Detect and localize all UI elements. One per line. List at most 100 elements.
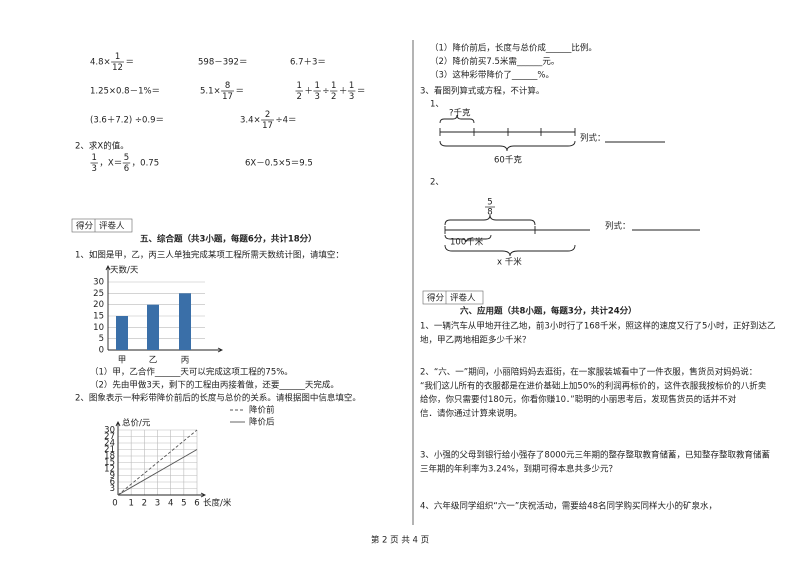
- numerator: 5: [487, 198, 492, 208]
- legend-label: 降价前: [249, 405, 275, 416]
- grader-label: 评卷人: [450, 293, 476, 304]
- series-line: [117, 429, 198, 496]
- diagram-2: [444, 214, 700, 257]
- problem-text: 三年期的年利率为3.24%，到期可得本息共多少元？: [420, 463, 617, 474]
- diagram-1: [439, 114, 665, 152]
- problem-text: 1、一辆汽车从甲地开往乙地，前3小时行了168千米，照这样的速度又行了5小时，正…: [420, 321, 775, 332]
- brace: [444, 234, 492, 243]
- numerator: 1: [92, 153, 97, 163]
- question-text: 1、如图是甲，乙，丙三人单独完成某项工程所需天数统计图，请填空：: [75, 250, 344, 261]
- axis: [115, 420, 207, 498]
- numerator: 1: [297, 81, 302, 91]
- numerator: 8: [225, 81, 230, 91]
- y-tick-label: 24: [104, 439, 115, 449]
- x-tick-label: 甲: [118, 356, 127, 366]
- section-heading: 六、应用题（共8小题，每题3分，共计24分）: [460, 306, 637, 317]
- y-tick-label: 10: [93, 323, 104, 333]
- expression-text: 1.25×0.8－1%＝: [90, 87, 160, 97]
- y-axis-label: 总价/元: [122, 418, 151, 429]
- blank-question: （1）甲，乙合作______天可以完成这项工程的75%。: [90, 367, 293, 378]
- expression-text: ，X＝: [99, 159, 122, 169]
- grader-label: 评卷人: [99, 221, 125, 232]
- denominator: 12: [112, 63, 123, 73]
- diagram-label: 60千克: [494, 155, 522, 166]
- x-tick-label: 0: [112, 499, 117, 509]
- axis: [105, 264, 224, 353]
- y-tick-label: 21: [104, 445, 115, 455]
- problem-text: 2、“六、一”期间，小丽陪妈妈去逛街，在一家服装城看中了一件衣服，售货员对妈妈说…: [420, 367, 757, 378]
- expression-text: 6X－0.5×5＝9.5: [245, 159, 313, 169]
- numerator: 5: [124, 153, 129, 163]
- problem-text: “我们这儿所有的衣服都是在进价基础上加50%的利润再标价的，这件衣服我按标价的八…: [420, 380, 767, 391]
- legend-label: 降价后: [249, 417, 275, 428]
- expression-text: 4.8×: [90, 58, 111, 68]
- expression-text: ＋: [339, 87, 348, 97]
- question-title: 3、看图列算式或方程，不计算。: [420, 86, 544, 97]
- y-tick-label: 18: [104, 452, 115, 462]
- y-tick-label: 9: [110, 471, 115, 481]
- x-axis-label: 长度/米: [203, 498, 232, 509]
- y-tick-label: 25: [93, 289, 104, 299]
- expression-text: 598－392＝: [198, 58, 247, 68]
- denominator: 3: [314, 92, 319, 102]
- section-heading: 五、综合题（共3小题，每题6分，共计18分）: [140, 234, 317, 245]
- y-tick-label: 3: [110, 484, 115, 494]
- denominator: 2: [331, 92, 336, 102]
- y-axis-label: 天数/天: [110, 265, 139, 276]
- numerator: 1: [331, 81, 336, 91]
- denominator: 6: [124, 164, 129, 174]
- denominator: 3: [349, 92, 354, 102]
- expression-text: 6.7＋3＝: [290, 58, 326, 68]
- numerator: 1: [349, 81, 354, 91]
- brace: [444, 244, 576, 257]
- formula-label: 列式：: [580, 133, 606, 144]
- problem-text: 3、小强的父母到银行给小强存了8000元三年期的整存整取教育储蓄，已知整存整取教…: [420, 450, 770, 461]
- problem-text: 地，甲乙两地相距多少千米？: [420, 334, 531, 345]
- expression-text: ＝: [125, 58, 134, 68]
- expression-text: ＋: [304, 87, 313, 97]
- x-tick-label: 乙: [149, 356, 158, 366]
- x-tick-label: 4: [168, 499, 173, 509]
- score-label: 得分: [427, 293, 445, 304]
- blank-question: （1）降价前后，长度与总价成______比例。: [430, 43, 597, 54]
- denominator: 17: [262, 121, 273, 131]
- denominator: 17: [222, 92, 233, 102]
- blank-question: （2）先由甲做3天，剩下的工程由丙接着做，还要______天完成。: [90, 380, 339, 391]
- question-text: 2、图象表示一种彩带降价前后的长度与总价的关系。请根据图中信息填空。: [75, 393, 361, 404]
- x-tick-label: 5: [181, 499, 186, 509]
- expression-text: ，0.75: [132, 159, 159, 169]
- expression-text: ÷: [322, 87, 329, 97]
- y-tick-label: 20: [93, 300, 104, 310]
- numerator: 1: [115, 52, 120, 62]
- y-tick-label: 5: [99, 334, 104, 344]
- x-tick-label: 2: [142, 499, 147, 509]
- score-label: 得分: [76, 221, 94, 232]
- expression-text: ＝: [357, 87, 366, 97]
- score-box: [71, 218, 133, 233]
- expression-text: ＝: [235, 87, 244, 97]
- y-tick-label: 0: [99, 346, 104, 356]
- numerator: 1: [314, 81, 319, 91]
- y-tick-label: 15: [104, 458, 115, 468]
- question-title: 2、求X的值。: [75, 141, 129, 152]
- y-tick-label: 27: [104, 432, 115, 442]
- brace: [439, 114, 475, 124]
- denominator: 2: [297, 92, 302, 102]
- blank-question: （2）降价前买7.5米需______元。: [430, 56, 559, 67]
- formula-label: 列式：: [605, 221, 631, 232]
- diagram-label: 100千米: [450, 237, 484, 248]
- series-line: [117, 449, 198, 496]
- x-tick-label: 丙: [181, 356, 190, 366]
- sub-label: 2、: [430, 178, 444, 188]
- brace: [444, 214, 536, 226]
- numerator: 2: [265, 110, 270, 120]
- problem-text: 信．请你通过计算来说明。: [420, 408, 522, 419]
- expression-text: ÷4＝: [275, 116, 296, 126]
- diagram-label: ?千克: [449, 108, 471, 119]
- diagram-label: x 千米: [497, 257, 522, 268]
- bar: [179, 293, 191, 350]
- y-tick-label: 12: [104, 465, 115, 475]
- y-tick-label: 30: [93, 278, 104, 288]
- expression-text: 3.4×: [240, 116, 261, 126]
